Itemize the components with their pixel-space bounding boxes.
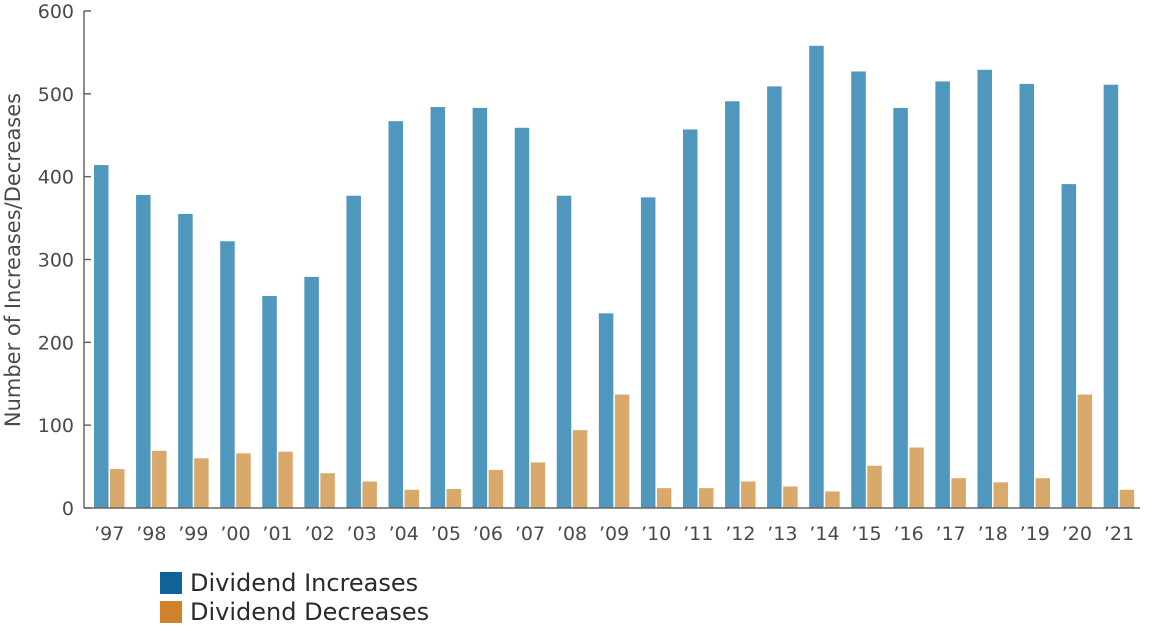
legend-label-decreases: Dividend Decreases xyxy=(190,597,430,626)
x-tick-label: ’02 xyxy=(304,523,334,545)
x-tick-label: ’05 xyxy=(431,523,461,545)
y-tick-label: 500 xyxy=(38,84,74,106)
bar-decrease xyxy=(572,430,588,508)
x-tick-label: ’06 xyxy=(473,523,503,545)
bar-decrease xyxy=(446,488,462,508)
bar-decrease xyxy=(320,473,335,508)
x-tick-label: ’18 xyxy=(978,523,1008,545)
y-tick-label: 400 xyxy=(38,167,74,189)
bar-decrease xyxy=(152,450,167,508)
x-tick-label: ’09 xyxy=(599,523,629,545)
bar-increase xyxy=(556,195,572,509)
bar-decrease xyxy=(993,482,1008,508)
x-tick-label: ’13 xyxy=(767,523,797,545)
legend-swatch-decreases xyxy=(160,600,182,623)
legend-swatch-increases xyxy=(160,571,182,594)
bar-increase xyxy=(725,101,740,508)
bar-increase xyxy=(893,107,908,508)
x-tick-label: ’97 xyxy=(94,523,124,545)
bar-increase xyxy=(640,197,656,508)
x-tick-label: ’21 xyxy=(1104,523,1134,545)
bar-decrease xyxy=(488,469,504,508)
bar-chart: 0 100 200 300 400 500 600 ’97 ’98 ’99 ’00 ’01 ’02 ’0… xyxy=(1,1,1140,545)
bar-increase xyxy=(1061,184,1077,508)
bar-decrease xyxy=(867,465,882,508)
x-tick-label: ’98 xyxy=(136,523,166,545)
bar-increase xyxy=(1103,84,1119,508)
bar-increase xyxy=(598,313,614,508)
x-tick-label: ’16 xyxy=(893,523,923,545)
bar-increase xyxy=(767,86,782,509)
x-tick-label: ’19 xyxy=(1020,523,1050,545)
bar-increase xyxy=(935,81,950,509)
legend-item-decreases: Dividend Decreases xyxy=(160,597,429,626)
legend: Dividend Increases Dividend Decreases xyxy=(160,568,429,626)
bar-decrease xyxy=(825,491,840,508)
bar-decrease xyxy=(530,462,546,508)
bar-decrease xyxy=(951,478,966,508)
bar-decrease xyxy=(194,458,209,508)
bar-increase xyxy=(472,107,488,508)
bar-decrease xyxy=(278,451,293,508)
x-axis: ’97 ’98 ’99 ’00 ’01 ’02 ’03 ’04 ’05 ’06 ’07 ’08 ’09 ’… xyxy=(84,507,1140,545)
bar-increase xyxy=(94,165,109,508)
x-tick-label: ’15 xyxy=(851,523,881,545)
y-axis-label: Number of Increases/Decreases xyxy=(1,93,25,427)
bar-increase xyxy=(809,45,824,508)
x-tick-label: ’17 xyxy=(936,523,966,545)
bar-decrease xyxy=(656,488,672,508)
bar-decrease xyxy=(1077,394,1093,508)
y-tick-label: 300 xyxy=(38,250,74,272)
x-tick-label: ’00 xyxy=(220,523,250,545)
bar-decrease xyxy=(236,453,251,508)
x-tick-label: ’20 xyxy=(1062,523,1092,545)
x-tick-label: ’10 xyxy=(641,523,671,545)
bar-decrease xyxy=(110,469,125,508)
x-tick-label: ’12 xyxy=(725,523,755,545)
bar-decrease xyxy=(1119,489,1135,508)
x-tick-label: ’99 xyxy=(178,523,208,545)
bar-decrease xyxy=(404,489,419,508)
bar-increase xyxy=(851,71,866,509)
y-tick-label: 600 xyxy=(38,1,74,23)
legend-item-increases: Dividend Increases xyxy=(160,568,429,597)
bar-increase xyxy=(514,127,530,509)
bar-decrease xyxy=(698,488,714,508)
bar-increase xyxy=(178,213,193,509)
x-tick-label: ’08 xyxy=(557,523,587,545)
bar-decrease xyxy=(783,486,798,508)
bar-increase xyxy=(262,295,277,508)
bar-increase xyxy=(304,276,319,508)
bar-increase xyxy=(977,69,992,508)
x-tick-label: ’11 xyxy=(683,523,713,545)
bar-increase xyxy=(1019,83,1035,508)
x-tick-label: ’03 xyxy=(347,523,377,545)
y-tick-label: 100 xyxy=(38,415,74,437)
y-axis: 0 100 200 300 400 500 600 xyxy=(38,1,91,520)
bar-increase xyxy=(346,195,361,509)
bar-decrease xyxy=(362,481,377,508)
legend-label-increases: Dividend Increases xyxy=(190,568,419,597)
bars xyxy=(94,45,1135,509)
bar-increase xyxy=(136,194,151,508)
bar-decrease xyxy=(614,394,630,508)
bar-decrease xyxy=(741,481,756,508)
x-tick-label: ’01 xyxy=(262,523,292,545)
y-tick-label: 200 xyxy=(38,332,74,354)
bar-increase xyxy=(682,129,698,508)
x-tick-label: ’07 xyxy=(515,523,545,545)
bar-increase xyxy=(388,121,403,508)
x-tick-label: ’04 xyxy=(389,523,419,545)
bar-increase xyxy=(220,241,235,508)
bar-decrease xyxy=(1035,478,1051,508)
bar-decrease xyxy=(909,447,924,508)
x-tick-label: ’14 xyxy=(809,523,839,545)
bar-increase xyxy=(430,107,446,508)
y-tick-label: 0 xyxy=(62,498,74,520)
